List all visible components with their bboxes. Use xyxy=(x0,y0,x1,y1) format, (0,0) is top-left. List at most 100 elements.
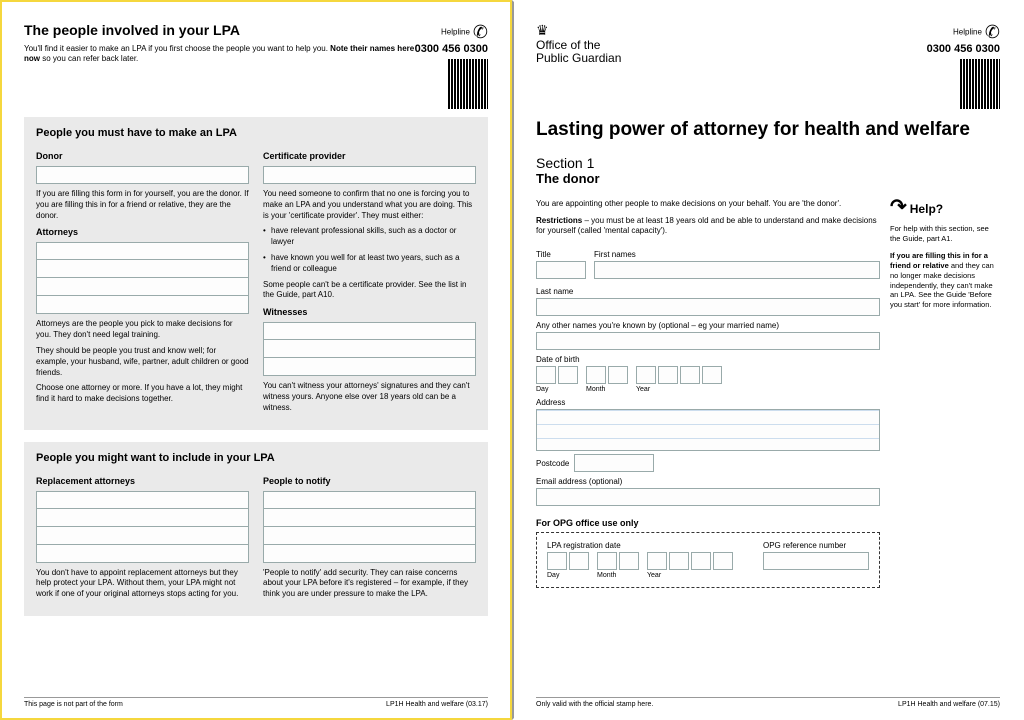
donor-input[interactable] xyxy=(36,166,249,184)
witness-input[interactable] xyxy=(263,358,476,376)
opg-reg-label: LPA registration date xyxy=(547,541,733,550)
firstnames-input[interactable] xyxy=(594,261,880,279)
barcode xyxy=(448,59,488,109)
page-section-1: ♛ Office of the Public Guardian Helpline… xyxy=(512,0,1024,720)
donor-desc: If you are filling this form in for your… xyxy=(36,189,249,221)
footer: This page is not part of the form LP1H H… xyxy=(24,697,488,708)
opg-title: For OPG office use only xyxy=(536,518,880,528)
org-name: Office of the Public Guardian xyxy=(536,39,621,65)
help-sidebar: ↷Help? For help with this section, see t… xyxy=(890,194,1000,588)
opg-year-input[interactable] xyxy=(669,552,689,570)
witness-input[interactable] xyxy=(263,322,476,340)
dob-month-input[interactable] xyxy=(608,366,628,384)
must-have-section: People you must have to make an LPA Dono… xyxy=(24,117,488,430)
attorney-input[interactable] xyxy=(36,278,249,296)
dob-inputs: Day Month Year xyxy=(536,366,880,393)
witnesses-label: Witnesses xyxy=(263,307,476,317)
opg-year-input[interactable] xyxy=(647,552,667,570)
opg-day-input[interactable] xyxy=(569,552,589,570)
dob-year-input[interactable] xyxy=(702,366,722,384)
notify-input[interactable] xyxy=(263,509,476,527)
attorneys-inputs xyxy=(36,242,249,314)
form-title: Lasting power of attorney for health and… xyxy=(536,119,1000,141)
postcode-label: Postcode xyxy=(536,459,569,468)
email-label: Email address (optional) xyxy=(536,477,880,486)
footer-note: Only valid with the official stamp here. xyxy=(536,701,653,708)
arrow-icon: ↷ xyxy=(890,194,907,220)
othernames-label: Any other names you're known by (optiona… xyxy=(536,321,880,330)
address-input[interactable] xyxy=(536,409,880,451)
notify-input[interactable] xyxy=(263,545,476,563)
dob-year-input[interactable] xyxy=(636,366,656,384)
address-label: Address xyxy=(536,398,880,407)
donor-form: You are appointing other people to make … xyxy=(536,194,880,588)
section-name: The donor xyxy=(536,171,1000,186)
opg-box: LPA registration date Day Month Year OPG… xyxy=(536,532,880,588)
helpline-block: Helpline✆ 0300 456 0300 xyxy=(415,22,488,109)
opg-ref-input[interactable] xyxy=(763,552,869,570)
opg-year-input[interactable] xyxy=(691,552,711,570)
replacement-input[interactable] xyxy=(36,527,249,545)
notify-input[interactable] xyxy=(263,527,476,545)
intro-text: You'll find it easier to make an LPA if … xyxy=(24,44,415,65)
phone-icon: ✆ xyxy=(473,22,488,43)
phone-icon: ✆ xyxy=(985,22,1000,43)
witness-input[interactable] xyxy=(263,340,476,358)
opg-year-input[interactable] xyxy=(713,552,733,570)
opg-day-input[interactable] xyxy=(547,552,567,570)
replacement-input[interactable] xyxy=(36,545,249,563)
attorneys-label: Attorneys xyxy=(36,227,249,237)
dob-month-input[interactable] xyxy=(586,366,606,384)
opg-month-input[interactable] xyxy=(597,552,617,570)
title-label: Title xyxy=(536,250,586,259)
helpline-block: Helpline✆ 0300 456 0300 xyxy=(927,22,1000,109)
restrictions: Restrictions – you must be at least 18 y… xyxy=(536,216,880,238)
lastname-label: Last name xyxy=(536,287,880,296)
attorney-input[interactable] xyxy=(36,260,249,278)
dob-day-input[interactable] xyxy=(558,366,578,384)
replacement-inputs xyxy=(36,491,249,563)
postcode-input[interactable] xyxy=(574,454,654,472)
footer-note: This page is not part of the form xyxy=(24,701,123,708)
footer-ref: LP1H Health and welfare (03.17) xyxy=(386,701,488,708)
crest-icon: ♛ xyxy=(536,22,621,39)
notify-desc: 'People to notify' add security. They ca… xyxy=(263,568,476,600)
help-text: For help with this section, see the Guid… xyxy=(890,224,1000,244)
page-people-involved: The people involved in your LPA You'll f… xyxy=(0,0,512,720)
footer: Only valid with the official stamp here.… xyxy=(536,697,1000,708)
othernames-input[interactable] xyxy=(536,332,880,350)
dob-year-input[interactable] xyxy=(680,366,700,384)
opg-month-input[interactable] xyxy=(619,552,639,570)
notify-input[interactable] xyxy=(263,491,476,509)
helpline-number: 0300 456 0300 xyxy=(415,43,488,55)
must-have-title: People you must have to make an LPA xyxy=(36,127,476,139)
page-title: The people involved in your LPA xyxy=(24,22,415,38)
donor-intro: You are appointing other people to make … xyxy=(536,199,880,210)
certprov-desc: You need someone to confirm that no one … xyxy=(263,189,476,301)
certprov-input[interactable] xyxy=(263,166,476,184)
attorney-input[interactable] xyxy=(36,296,249,314)
help-note: If you are filling this in for a friend … xyxy=(890,251,1000,310)
certprov-label: Certificate provider xyxy=(263,151,476,161)
lastname-input[interactable] xyxy=(536,298,880,316)
dob-label: Date of birth xyxy=(536,355,880,364)
dob-year-input[interactable] xyxy=(658,366,678,384)
helpline-number: 0300 456 0300 xyxy=(927,43,1000,55)
might-include-section: People you might want to include in your… xyxy=(24,442,488,616)
witnesses-desc: You can't witness your attorneys' signat… xyxy=(263,381,476,413)
helpline-label: Helpline xyxy=(441,28,470,37)
notify-inputs xyxy=(263,491,476,563)
email-input[interactable] xyxy=(536,488,880,506)
replacement-desc: You don't have to appoint replacement at… xyxy=(36,568,249,600)
attorney-input[interactable] xyxy=(36,242,249,260)
header: The people involved in your LPA You'll f… xyxy=(24,22,488,109)
section-number: Section 1 xyxy=(536,155,1000,171)
opg-ref-label: OPG reference number xyxy=(763,541,869,550)
replacement-input[interactable] xyxy=(36,491,249,509)
footer-ref: LP1H Health and welfare (07.15) xyxy=(898,701,1000,708)
replacement-input[interactable] xyxy=(36,509,249,527)
might-include-title: People you might want to include in your… xyxy=(36,452,476,464)
attorneys-desc: Attorneys are the people you pick to mak… xyxy=(36,319,249,405)
dob-day-input[interactable] xyxy=(536,366,556,384)
title-input[interactable] xyxy=(536,261,586,279)
